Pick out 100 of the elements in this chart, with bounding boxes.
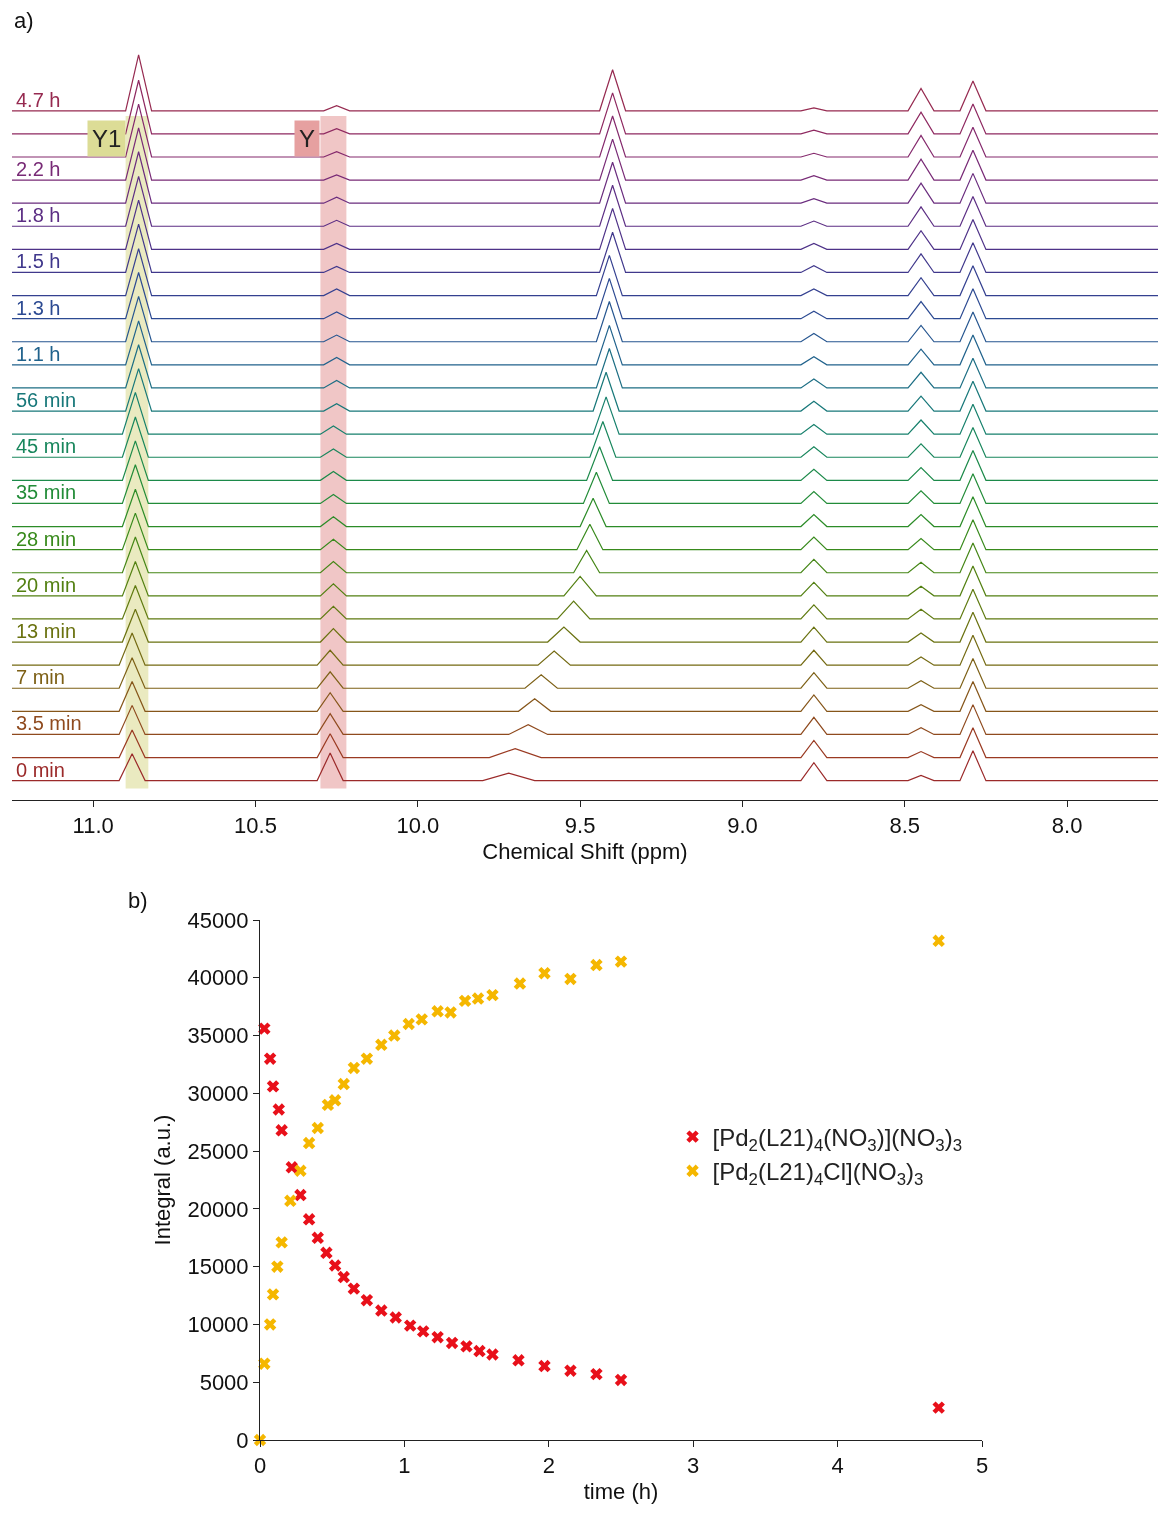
point (416, 1325, 430, 1338)
x-tick-label: 10.5 (234, 813, 277, 839)
point (460, 1340, 473, 1353)
point (263, 1052, 277, 1065)
point (932, 1401, 945, 1414)
point (266, 1288, 280, 1301)
point (444, 1006, 457, 1019)
point (590, 1367, 603, 1381)
point (486, 988, 499, 1002)
point (302, 1136, 316, 1150)
series-label: 1.5 h (16, 250, 61, 272)
point (347, 1282, 361, 1295)
x-tick-label: 4 (831, 1453, 844, 1479)
point (294, 1164, 307, 1177)
x-tick-label: 8.5 (889, 813, 921, 839)
y-axis-title: Integral (a.u.) (150, 1114, 176, 1246)
y-tick-label: 5000 (199, 1369, 249, 1395)
point (389, 1311, 402, 1324)
text: b) (128, 888, 148, 913)
band-label: Y (299, 125, 316, 152)
point (285, 1161, 298, 1174)
y-tick-label: 30000 (187, 1081, 249, 1107)
y-tick-label: 15000 (187, 1254, 249, 1280)
point (253, 1433, 267, 1447)
series-label: 4.7 h (16, 89, 61, 111)
x-tick-label: 1 (398, 1453, 411, 1479)
text: a) (14, 8, 34, 33)
point (347, 1061, 361, 1075)
point (320, 1246, 333, 1260)
point (360, 1293, 374, 1307)
point (415, 1013, 428, 1026)
point (258, 1022, 271, 1035)
series-label: 2.2 h (16, 158, 61, 180)
series-label: 13 min (16, 620, 77, 642)
point (311, 1121, 324, 1135)
series-label: 0 min (16, 759, 65, 781)
point (473, 1344, 486, 1358)
point (538, 966, 551, 980)
y-tick-label: 0 (236, 1427, 249, 1453)
x-tick-label: 9.5 (564, 813, 596, 839)
x-tick-label: 10.0 (396, 813, 440, 839)
series-label: 28 min (16, 528, 77, 550)
series-label: 45 min (16, 435, 77, 457)
point (375, 1304, 388, 1317)
text: [Pd$_{2}$(L21)$_{4}$(NO$_{3}$)](NO$_{3}$)$_{3}$ (712, 1123, 962, 1155)
y-tick-label: 40000 (187, 965, 249, 991)
point (271, 1260, 284, 1273)
x-tick-label: 9.0 (727, 813, 758, 839)
point (431, 1330, 444, 1344)
series-label: 20 min (16, 574, 77, 596)
band-label: Y1 (92, 125, 122, 152)
point (486, 1348, 499, 1361)
series-label: 3.5 min (16, 712, 82, 734)
x-axis-title: time (h) (583, 1479, 659, 1505)
point (272, 1103, 285, 1116)
point (375, 1038, 388, 1052)
point (328, 1094, 342, 1107)
point (302, 1213, 316, 1226)
y-tick-label: 20000 (187, 1196, 249, 1222)
legend-label: [Pd$_{2}$(L21)$_{4}$Cl](NO$_{3}$)$_{3}$ (712, 1158, 924, 1190)
point (258, 1357, 271, 1370)
point (564, 1364, 577, 1377)
point (538, 1359, 551, 1373)
series-label: 56 min (16, 389, 77, 411)
point (360, 1052, 374, 1065)
point (294, 1188, 307, 1202)
point (263, 1318, 277, 1331)
point (284, 1194, 297, 1208)
point (431, 1005, 444, 1018)
point (388, 1029, 401, 1042)
point (932, 934, 945, 948)
x-tick-label: 3 (687, 1453, 700, 1479)
y-tick-label: 25000 (187, 1138, 249, 1164)
x-axis-title: Chemical Shift (ppm) (482, 839, 688, 865)
point (445, 1336, 459, 1350)
point (311, 1231, 324, 1244)
x-tick-label: 8.0 (1051, 813, 1083, 839)
point (513, 977, 527, 990)
point (337, 1270, 350, 1284)
point (614, 955, 628, 968)
x-tick-label: 2 (542, 1453, 555, 1479)
point (337, 1077, 350, 1091)
point (266, 1080, 280, 1093)
y-tick-label: 35000 (187, 1023, 249, 1049)
x-tick-label: 11.0 (72, 813, 114, 839)
y-tick-label: 45000 (187, 907, 249, 933)
x-tick-label: 0 (253, 1453, 267, 1479)
point (614, 1373, 628, 1387)
point (458, 994, 472, 1008)
series-label: 1.8 h (16, 204, 61, 226)
point (471, 992, 485, 1005)
point (590, 958, 603, 972)
point (512, 1354, 525, 1367)
series-label: 35 min (16, 481, 77, 503)
point (275, 1124, 288, 1137)
point (564, 972, 577, 986)
point (328, 1259, 342, 1272)
y-tick-label: 10000 (187, 1312, 249, 1338)
point (275, 1236, 288, 1249)
point (403, 1319, 417, 1332)
